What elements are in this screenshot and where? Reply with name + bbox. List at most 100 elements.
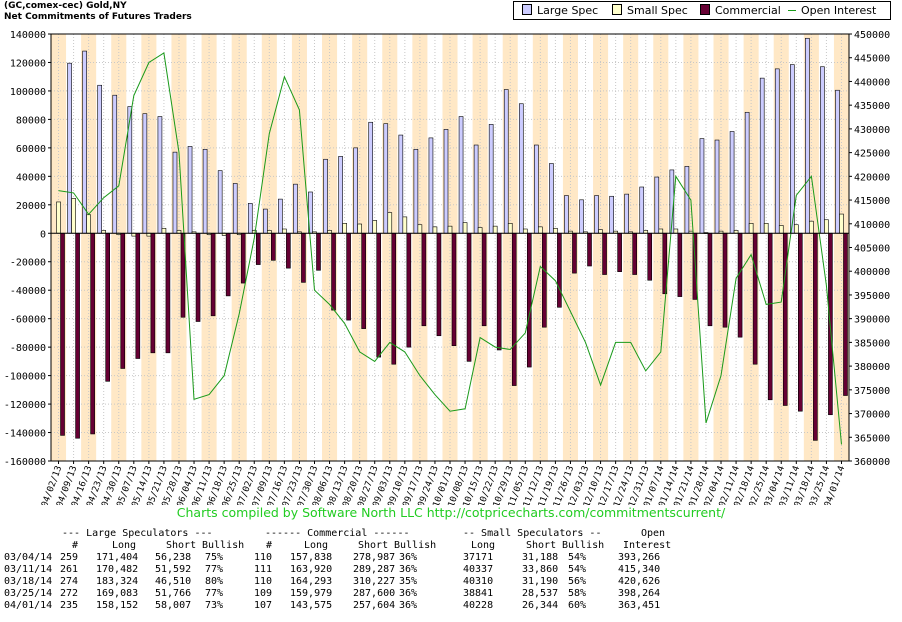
large-spec-bar xyxy=(729,131,735,234)
large-spec-bar xyxy=(820,66,825,234)
legend-small-spec: Small Spec xyxy=(612,4,688,17)
table-row: 03/04/14 259 171,404 56,238 75% 110 157,838 278… xyxy=(0,552,902,564)
large-spec-bar xyxy=(639,186,645,234)
row-comm-short: 257,604 xyxy=(353,600,396,611)
y2-tick-label: 425000 xyxy=(854,149,890,160)
small-spec-bar xyxy=(824,219,829,234)
chart-title: (GC,comex-cec) Gold,NY xyxy=(4,1,127,11)
row-small-long: 40337 xyxy=(463,564,494,575)
row-large-count: 261 xyxy=(60,564,79,575)
row-open-interest: 415,340 xyxy=(618,564,661,575)
summary-table: --- Large Speculators --- ------ Commerc… xyxy=(0,528,902,612)
large-spec-bar xyxy=(353,147,358,234)
row-small-bullish: 56% xyxy=(568,576,587,587)
commercial-bar xyxy=(511,232,517,386)
small-spec-bar xyxy=(402,216,408,234)
commercial-bar xyxy=(617,232,622,272)
commercial-bar xyxy=(632,232,637,275)
commercial-bar xyxy=(150,232,156,354)
commercial-bar xyxy=(526,232,532,368)
group-small-spec: -- Small Speculators -- xyxy=(463,528,602,539)
small-spec-bar xyxy=(342,223,347,234)
row-large-short: 46,510 xyxy=(155,576,192,587)
commercial-bar xyxy=(752,232,758,365)
commercial-bar xyxy=(135,232,141,359)
commercial-bar xyxy=(557,232,562,308)
large-spec-bar xyxy=(443,129,449,234)
col-large-bullish: Bullish xyxy=(202,540,245,551)
credit-text: Charts compiled by Software North LLC ht… xyxy=(176,505,726,520)
chart-subtitle: Net Commitments of Futures Traders xyxy=(4,12,192,22)
commercial-bar xyxy=(707,232,713,327)
commercial-bar xyxy=(722,232,728,328)
commercial-bar xyxy=(301,232,306,283)
row-open-interest: 420,626 xyxy=(618,576,661,587)
row-comm-long: 143,575 xyxy=(290,600,333,611)
commercial-bar xyxy=(542,232,547,328)
y-tick-label: -60000 xyxy=(10,315,46,326)
commercial-bar xyxy=(195,232,201,322)
row-small-bullish: 54% xyxy=(568,552,587,563)
row-large-bullish: 75% xyxy=(205,552,224,563)
commercial-bar xyxy=(271,232,276,261)
commercial-bar xyxy=(496,232,502,351)
y2-tick-label: 435000 xyxy=(854,101,890,112)
row-large-bullish: 77% xyxy=(205,564,224,575)
table-row: 03/25/14 272 169,083 51,766 77% 109 159,979 287… xyxy=(0,588,902,600)
row-comm-short: 278,987 xyxy=(353,552,396,563)
row-date: 03/25/14 xyxy=(4,588,53,599)
large-spec-bar xyxy=(428,137,434,234)
row-comm-bullish: 35% xyxy=(399,576,418,587)
legend-small-spec-label: Small Spec xyxy=(627,4,688,17)
commercial-bar xyxy=(105,232,110,382)
y2-tick-label: 380000 xyxy=(854,362,890,373)
large-spec-bar xyxy=(413,148,419,234)
large-spec-bar xyxy=(112,94,118,234)
commercial-bar xyxy=(75,232,80,439)
y-tick-label: 40000 xyxy=(16,172,46,183)
small-spec-bar xyxy=(417,224,423,234)
commercial-bar xyxy=(602,232,607,275)
row-open-interest: 398,264 xyxy=(618,588,661,599)
large-spec-bar xyxy=(564,195,569,234)
y2-tick-label: 390000 xyxy=(854,315,890,326)
group-open: Open xyxy=(641,528,666,539)
y-tick-label: -160000 xyxy=(4,457,46,468)
commercial-bar xyxy=(587,232,592,267)
col-small-short: Short xyxy=(526,540,557,551)
large-spec-bar xyxy=(759,77,765,234)
col-comm-bullish: Bullish xyxy=(394,540,437,551)
y-tick-label: 80000 xyxy=(16,115,46,126)
col-large-count: # xyxy=(72,540,79,551)
commercial-bar xyxy=(286,232,291,269)
large-spec-bar xyxy=(654,176,660,234)
large-spec-bar xyxy=(805,37,810,234)
small-spec-bar xyxy=(748,223,754,234)
row-large-bullish: 77% xyxy=(205,588,224,599)
row-large-count: 259 xyxy=(60,552,79,563)
commercial-bar xyxy=(737,232,743,338)
large-spec-bar xyxy=(624,193,629,234)
col-comm-short: Short xyxy=(358,540,389,551)
small-spec-bar xyxy=(839,213,844,234)
y2-tick-label: 415000 xyxy=(854,196,890,207)
legend: Large Spec Small Spec Commercial Open In… xyxy=(513,1,891,20)
small-spec-bar xyxy=(598,229,603,234)
row-small-long: 37171 xyxy=(463,552,494,563)
commercial-bar xyxy=(376,232,382,358)
large-spec-bar xyxy=(232,183,238,234)
row-date: 03/04/14 xyxy=(4,552,53,563)
large-spec-bar xyxy=(684,166,690,234)
commercial-bar xyxy=(60,232,65,436)
small-spec-bar xyxy=(282,228,287,234)
small-spec-bar xyxy=(522,228,528,234)
large-spec-bar xyxy=(247,203,253,234)
y2-tick-label: 450000 xyxy=(854,30,890,41)
row-large-count: 274 xyxy=(60,576,79,587)
small-spec-bar xyxy=(673,228,679,234)
legend-open-interest: Open Interest xyxy=(788,4,876,17)
row-comm-count: 110 xyxy=(254,552,273,563)
col-small-long: Long xyxy=(471,540,496,551)
right-axis-ticks: 450000 445000 440000 435000 430000 425000 4200… xyxy=(849,30,890,468)
commercial-bar xyxy=(677,232,683,297)
